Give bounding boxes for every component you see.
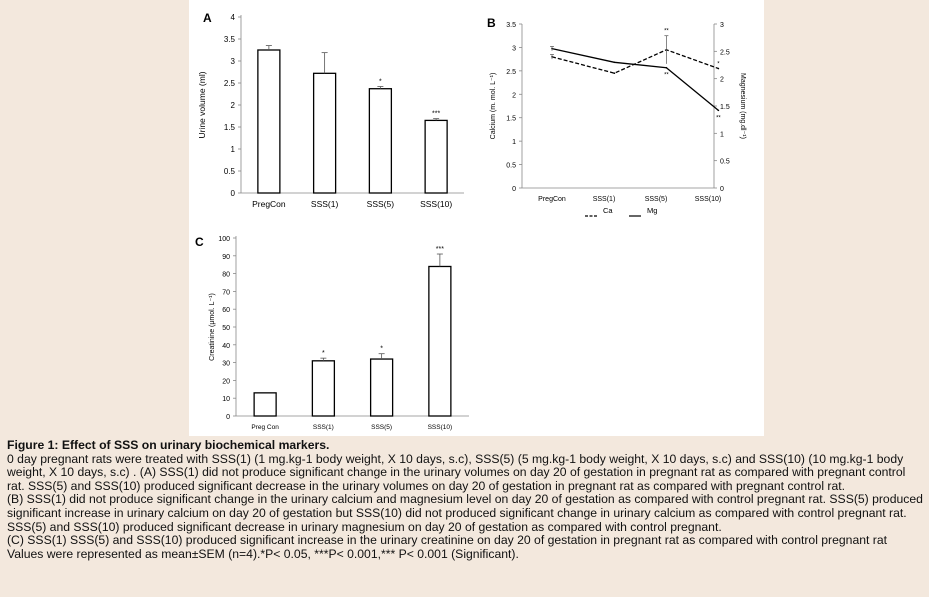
chart-a-bar-2 xyxy=(368,88,393,194)
chart-c-y-tick-label: 50 xyxy=(222,325,230,332)
chart-c-y-tick-label: 60 xyxy=(222,307,230,314)
chart-c-y-tick-label: 30 xyxy=(222,361,230,368)
chart-b-left-axis-label: Calcium (m. mol. L⁻¹) xyxy=(490,73,497,140)
chart-a-panel-label: A xyxy=(203,11,212,25)
chart-c-bar-3 xyxy=(428,265,452,417)
chart-a-category-label-2: SSS(5) xyxy=(367,199,395,209)
chart-a-y-tick-label: 2.5 xyxy=(224,79,236,88)
chart-b-legend-label-ca: Ca xyxy=(603,206,613,215)
chart-a-y-tick-label: 1 xyxy=(231,145,236,154)
caption-line-b: (B) SSS(1) did not produce significant c… xyxy=(7,492,923,534)
chart-b-category-label-3: SSS(10) xyxy=(695,196,721,203)
chart-b-left-tick-label: 2.5 xyxy=(506,69,516,76)
chart-c-significance-3: *** xyxy=(436,246,444,253)
chart-c-y-tick-label: 10 xyxy=(222,396,230,403)
chart-c-category-label-3: SSS(10) xyxy=(428,424,453,431)
chart-c-y-tick-label: 90 xyxy=(222,254,230,261)
chart-b-point-mg-2 xyxy=(665,66,668,69)
chart-c-y-tick-label: 70 xyxy=(222,289,230,296)
chart-b-significance-mg-2: ** xyxy=(664,73,669,79)
chart-a-significance-3: *** xyxy=(432,111,440,118)
chart-a-bar-3 xyxy=(424,119,448,194)
chart-a-y-tick-label: 3.5 xyxy=(224,35,236,44)
chart-a-y-axis-label: Urine volume (ml) xyxy=(197,71,207,138)
chart-b-right-axis-label: Magnesium (mg.dl⁻¹) xyxy=(739,73,746,139)
chart-b-left-tick-label: 1.5 xyxy=(506,116,516,123)
chart-c-significance-2: * xyxy=(380,346,383,353)
chart-c-category-label-2: SSS(5) xyxy=(371,424,392,431)
caption-line-general: 0 day pregnant rats were treated with SS… xyxy=(7,451,906,493)
chart-a-y-tick-label: 0.5 xyxy=(224,167,236,176)
chart-a-y-tick-label: 4 xyxy=(231,13,236,22)
chart-b-right-tick-label: 1.5 xyxy=(720,104,730,111)
chart-b-series-line-ca xyxy=(551,49,719,74)
chart-a-category-label-1: SSS(1) xyxy=(311,199,339,209)
chart-c-bar-1 xyxy=(311,360,336,417)
chart-b-right-tick-label: 3 xyxy=(720,22,724,29)
chart-b-left-tick-label: 3.5 xyxy=(506,22,516,29)
caption-line-c: (C) SSS(1) SSS(5) and SSS(10) produced s… xyxy=(7,533,888,561)
chart-c-bar-0 xyxy=(253,392,277,417)
figure-svg: A 0 0.5 1 1.5 2 2.5 3 3.5 4 Urine volume (ml) PregC… xyxy=(195,11,746,431)
chart-b-left-tick-label: 0.5 xyxy=(506,163,516,170)
chart-c-y-axis-label: Creatinine (μmol. L⁻¹) xyxy=(209,293,216,361)
chart-a-y-tick-label: 0 xyxy=(231,189,236,198)
chart-b-right-tick-label: 0.5 xyxy=(720,159,730,166)
chart-b-point-ca-1 xyxy=(613,72,616,74)
chart-b-category-label-0: PregCon xyxy=(538,196,566,203)
chart-b-point-mg-3 xyxy=(717,109,720,112)
chart-a-y-tick-label: 3 xyxy=(231,57,236,66)
chart-c-y-tick-label: 100 xyxy=(218,236,230,243)
chart-b-left-tick-label: 1 xyxy=(512,139,516,146)
chart-b-category-label-2: SSS(5) xyxy=(645,196,668,203)
chart-b-left-tick-label: 0 xyxy=(512,186,516,193)
chart-a-bar-1 xyxy=(312,72,337,194)
chart-a-category-label-3: SSS(10) xyxy=(420,199,452,209)
chart-b-right-tick-label: 2.5 xyxy=(720,49,730,56)
chart-a-y-tick-label: 2 xyxy=(231,101,236,110)
chart-b-legend-label-mg: Mg xyxy=(647,206,657,215)
chart-a-y-tick-label: 1.5 xyxy=(224,123,236,132)
chart-c-panel-label: C xyxy=(195,235,204,249)
caption-title: Figure 1: Effect of SSS on urinary bioch… xyxy=(7,438,330,452)
chart-b-left-tick-label: 2 xyxy=(512,92,516,99)
chart-c-significance-1: * xyxy=(322,350,325,357)
figure-caption: Figure 1: Effect of SSS on urinary bioch… xyxy=(7,438,925,561)
chart-b-significance-ca-2: ** xyxy=(664,29,669,35)
chart-b-series-line-mg xyxy=(551,47,719,111)
chart-b-point-mg-1 xyxy=(613,61,616,64)
chart-b-right-tick-label: 0 xyxy=(720,186,724,193)
chart-b-right-tick-label: 2 xyxy=(720,77,724,84)
chart-a-significance-2: * xyxy=(379,79,382,86)
chart-b-left-tick-label: 3 xyxy=(512,45,516,52)
chart-c-y-tick-label: 80 xyxy=(222,272,230,279)
chart-c-category-label-0: Preg Con xyxy=(251,424,279,431)
figure-panel: A 0 0.5 1 1.5 2 2.5 3 3.5 4 Urine volume (ml) PregC… xyxy=(189,0,764,436)
chart-a-category-label-0: PregCon xyxy=(252,199,286,209)
chart-b-significance-mg-3: ** xyxy=(716,115,721,121)
chart-a-bar-0 xyxy=(257,49,281,194)
chart-b-point-ca-3 xyxy=(717,67,720,70)
chart-c-y-tick-label: 20 xyxy=(222,378,230,385)
chart-c-y-tick-label: 40 xyxy=(222,343,230,350)
chart-b-right-tick-label: 1 xyxy=(720,131,724,138)
chart-c-bar-2 xyxy=(369,358,394,417)
chart-b-category-label-1: SSS(1) xyxy=(593,196,616,203)
chart-b-panel-label: B xyxy=(487,16,496,30)
chart-b-significance-ca-3: * xyxy=(717,62,720,68)
chart-c-category-label-1: SSS(1) xyxy=(313,424,334,431)
chart-c-y-tick-label: 0 xyxy=(226,414,230,421)
